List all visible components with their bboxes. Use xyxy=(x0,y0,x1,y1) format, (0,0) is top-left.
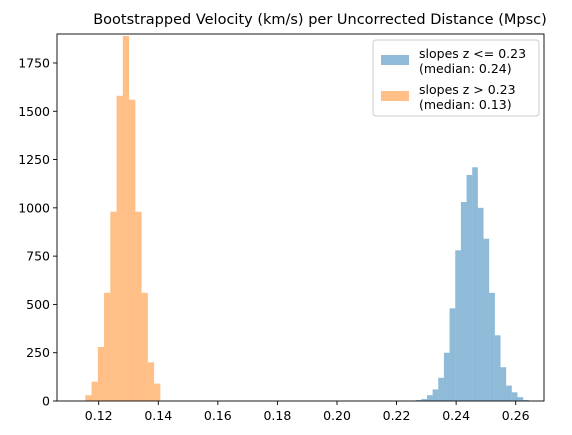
y-tick-label: 750 xyxy=(26,249,50,264)
histogram-bar xyxy=(523,400,529,401)
histogram-bar xyxy=(477,207,484,401)
histogram-bar xyxy=(449,308,456,401)
legend-median-label: (median: 0.24) xyxy=(419,61,512,76)
x-tick-label: 0.26 xyxy=(502,408,530,423)
histogram-bar xyxy=(426,395,433,401)
histogram-bar xyxy=(97,346,105,401)
histogram-bar xyxy=(506,385,512,401)
x-tick-label: 0.16 xyxy=(204,408,232,423)
histogram-bar xyxy=(122,35,130,401)
y-tick-label: 1000 xyxy=(18,200,50,215)
histogram-bar xyxy=(91,381,98,401)
histogram-bar xyxy=(466,175,473,401)
x-tick-label: 0.18 xyxy=(263,408,291,423)
x-tick-label: 0.24 xyxy=(442,408,470,423)
histogram-bar xyxy=(110,211,117,401)
histogram-bar xyxy=(443,352,450,401)
x-tick-label: 0.14 xyxy=(144,408,172,423)
legend-box xyxy=(372,39,540,117)
histogram-bar xyxy=(432,389,439,401)
histogram-bar xyxy=(129,99,136,402)
legend-median-label: (median: 0.13) xyxy=(419,97,512,112)
histogram-bar xyxy=(483,238,490,401)
histogram-bar xyxy=(147,362,155,401)
y-tick-label: 0 xyxy=(42,394,50,409)
histogram-bar xyxy=(494,335,501,401)
histogram-bar xyxy=(154,383,161,401)
histogram-bar xyxy=(135,211,142,401)
series-2-bars xyxy=(85,35,161,402)
series-1-bars xyxy=(415,167,529,401)
histogram-bar xyxy=(517,397,524,401)
histogram-bar xyxy=(141,292,148,401)
x-tick-label: 0.20 xyxy=(323,408,351,423)
histogram-bar xyxy=(415,400,422,401)
histogram-bar xyxy=(472,167,478,401)
histogram-bar xyxy=(421,399,427,401)
y-tick-label: 250 xyxy=(26,345,50,360)
y-tick-label: 500 xyxy=(26,297,50,312)
legend: slopes z <= 0.23(median: 0.24) slopes z >… xyxy=(372,39,540,117)
histogram-bar xyxy=(500,367,507,401)
legend-swatch xyxy=(381,55,409,65)
bars-layer xyxy=(85,35,529,402)
histogram-bar xyxy=(438,377,444,401)
x-tick-label: 0.12 xyxy=(85,408,113,423)
y-tick-label: 1750 xyxy=(18,55,50,70)
chart-title: Bootstrapped Velocity (km/s) per Uncorre… xyxy=(93,12,547,28)
histogram-bar xyxy=(85,395,92,401)
y-tick-label: 1250 xyxy=(18,152,50,167)
histogram-bar xyxy=(104,292,111,401)
histogram-bar xyxy=(116,95,123,402)
y-tick-label: 1500 xyxy=(18,104,50,119)
axes-layer: 0.12 0.14 0.16 0.18 0.20 0.22 0.24 0.26 0 250 500 7… xyxy=(18,33,545,423)
histogram-bar xyxy=(511,392,518,401)
plot-frame xyxy=(56,33,545,402)
x-tick-label: 0.22 xyxy=(383,408,411,423)
legend-label: slopes z <= 0.23 xyxy=(419,46,526,61)
histogram-bar xyxy=(489,292,495,401)
legend-swatch xyxy=(381,91,409,101)
histogram-bar xyxy=(460,202,467,401)
legend-label: slopes z > 0.23 xyxy=(419,82,516,97)
histogram-bar xyxy=(455,250,461,401)
